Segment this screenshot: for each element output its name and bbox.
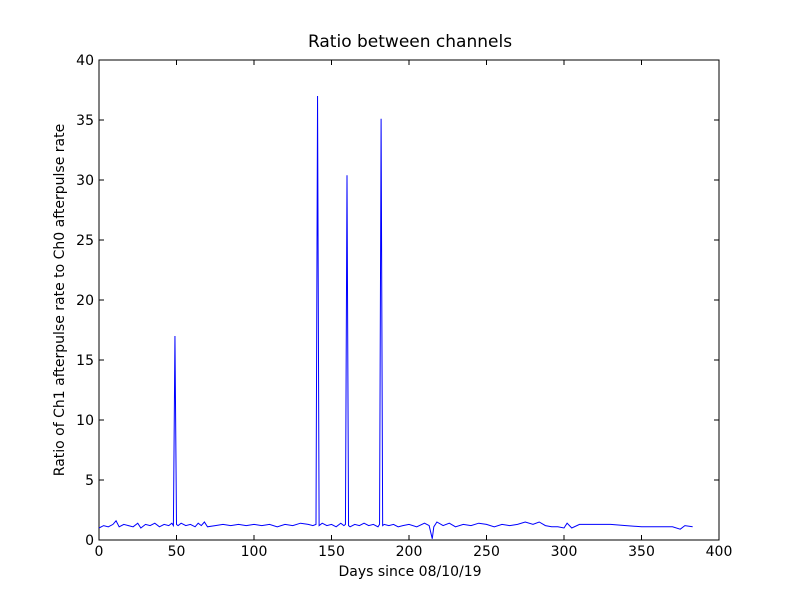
x-tick-label: 400 bbox=[706, 544, 733, 560]
y-tick-label: 35 bbox=[76, 113, 94, 129]
x-tick-label: 350 bbox=[628, 544, 655, 560]
y-tick-label: 15 bbox=[76, 353, 94, 369]
y-tick-label: 40 bbox=[76, 53, 94, 69]
y-tick-label: 5 bbox=[85, 473, 94, 489]
x-tick-label: 300 bbox=[551, 544, 578, 560]
x-tick-label: 0 bbox=[95, 544, 104, 560]
x-tick-label: 150 bbox=[318, 544, 345, 560]
y-tick-label: 20 bbox=[76, 293, 94, 309]
y-tick-label: 25 bbox=[76, 233, 94, 249]
y-tick-label: 10 bbox=[76, 413, 94, 429]
x-tick-label: 200 bbox=[396, 544, 423, 560]
data-line bbox=[98, 95, 693, 539]
plot-frame bbox=[98, 59, 720, 541]
x-tick-label: 100 bbox=[241, 544, 268, 560]
x-tick-label: 50 bbox=[168, 544, 186, 560]
chart-title: Ratio between channels bbox=[308, 32, 512, 52]
x-axis-label: Days since 08/10/19 bbox=[338, 564, 481, 580]
x-tick-label: 250 bbox=[473, 544, 500, 560]
y-tick-label: 30 bbox=[76, 173, 94, 189]
y-axis-label: Ratio of Ch1 afterpulse rate to Ch0 afte… bbox=[52, 124, 68, 476]
y-tick-label: 0 bbox=[85, 533, 94, 549]
